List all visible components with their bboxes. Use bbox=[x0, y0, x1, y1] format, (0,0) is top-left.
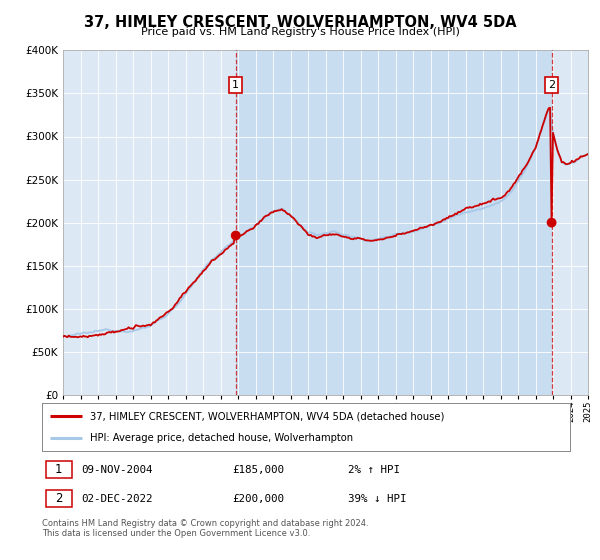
Text: 02-DEC-2022: 02-DEC-2022 bbox=[82, 493, 153, 503]
Text: 37, HIMLEY CRESCENT, WOLVERHAMPTON, WV4 5DA: 37, HIMLEY CRESCENT, WOLVERHAMPTON, WV4 … bbox=[83, 15, 517, 30]
Text: 1: 1 bbox=[232, 80, 239, 90]
Text: £200,000: £200,000 bbox=[232, 493, 284, 503]
Text: 2: 2 bbox=[55, 492, 62, 505]
Text: 09-NOV-2004: 09-NOV-2004 bbox=[82, 465, 153, 475]
Text: This data is licensed under the Open Government Licence v3.0.: This data is licensed under the Open Gov… bbox=[42, 529, 310, 538]
Bar bbox=[236, 50, 551, 395]
Point bbox=[547, 218, 556, 227]
Point bbox=[231, 231, 241, 240]
Text: 37, HIMLEY CRESCENT, WOLVERHAMPTON, WV4 5DA (detached house): 37, HIMLEY CRESCENT, WOLVERHAMPTON, WV4 … bbox=[89, 411, 444, 421]
Text: Contains HM Land Registry data © Crown copyright and database right 2024.: Contains HM Land Registry data © Crown c… bbox=[42, 519, 368, 528]
Text: 39% ↓ HPI: 39% ↓ HPI bbox=[348, 493, 407, 503]
Text: £185,000: £185,000 bbox=[232, 465, 284, 475]
FancyBboxPatch shape bbox=[46, 461, 71, 478]
Text: 1: 1 bbox=[55, 463, 62, 476]
Text: HPI: Average price, detached house, Wolverhampton: HPI: Average price, detached house, Wolv… bbox=[89, 433, 353, 443]
Text: 2% ↑ HPI: 2% ↑ HPI bbox=[348, 465, 400, 475]
Text: Price paid vs. HM Land Registry's House Price Index (HPI): Price paid vs. HM Land Registry's House … bbox=[140, 27, 460, 37]
Text: 2: 2 bbox=[548, 80, 555, 90]
FancyBboxPatch shape bbox=[46, 490, 71, 507]
